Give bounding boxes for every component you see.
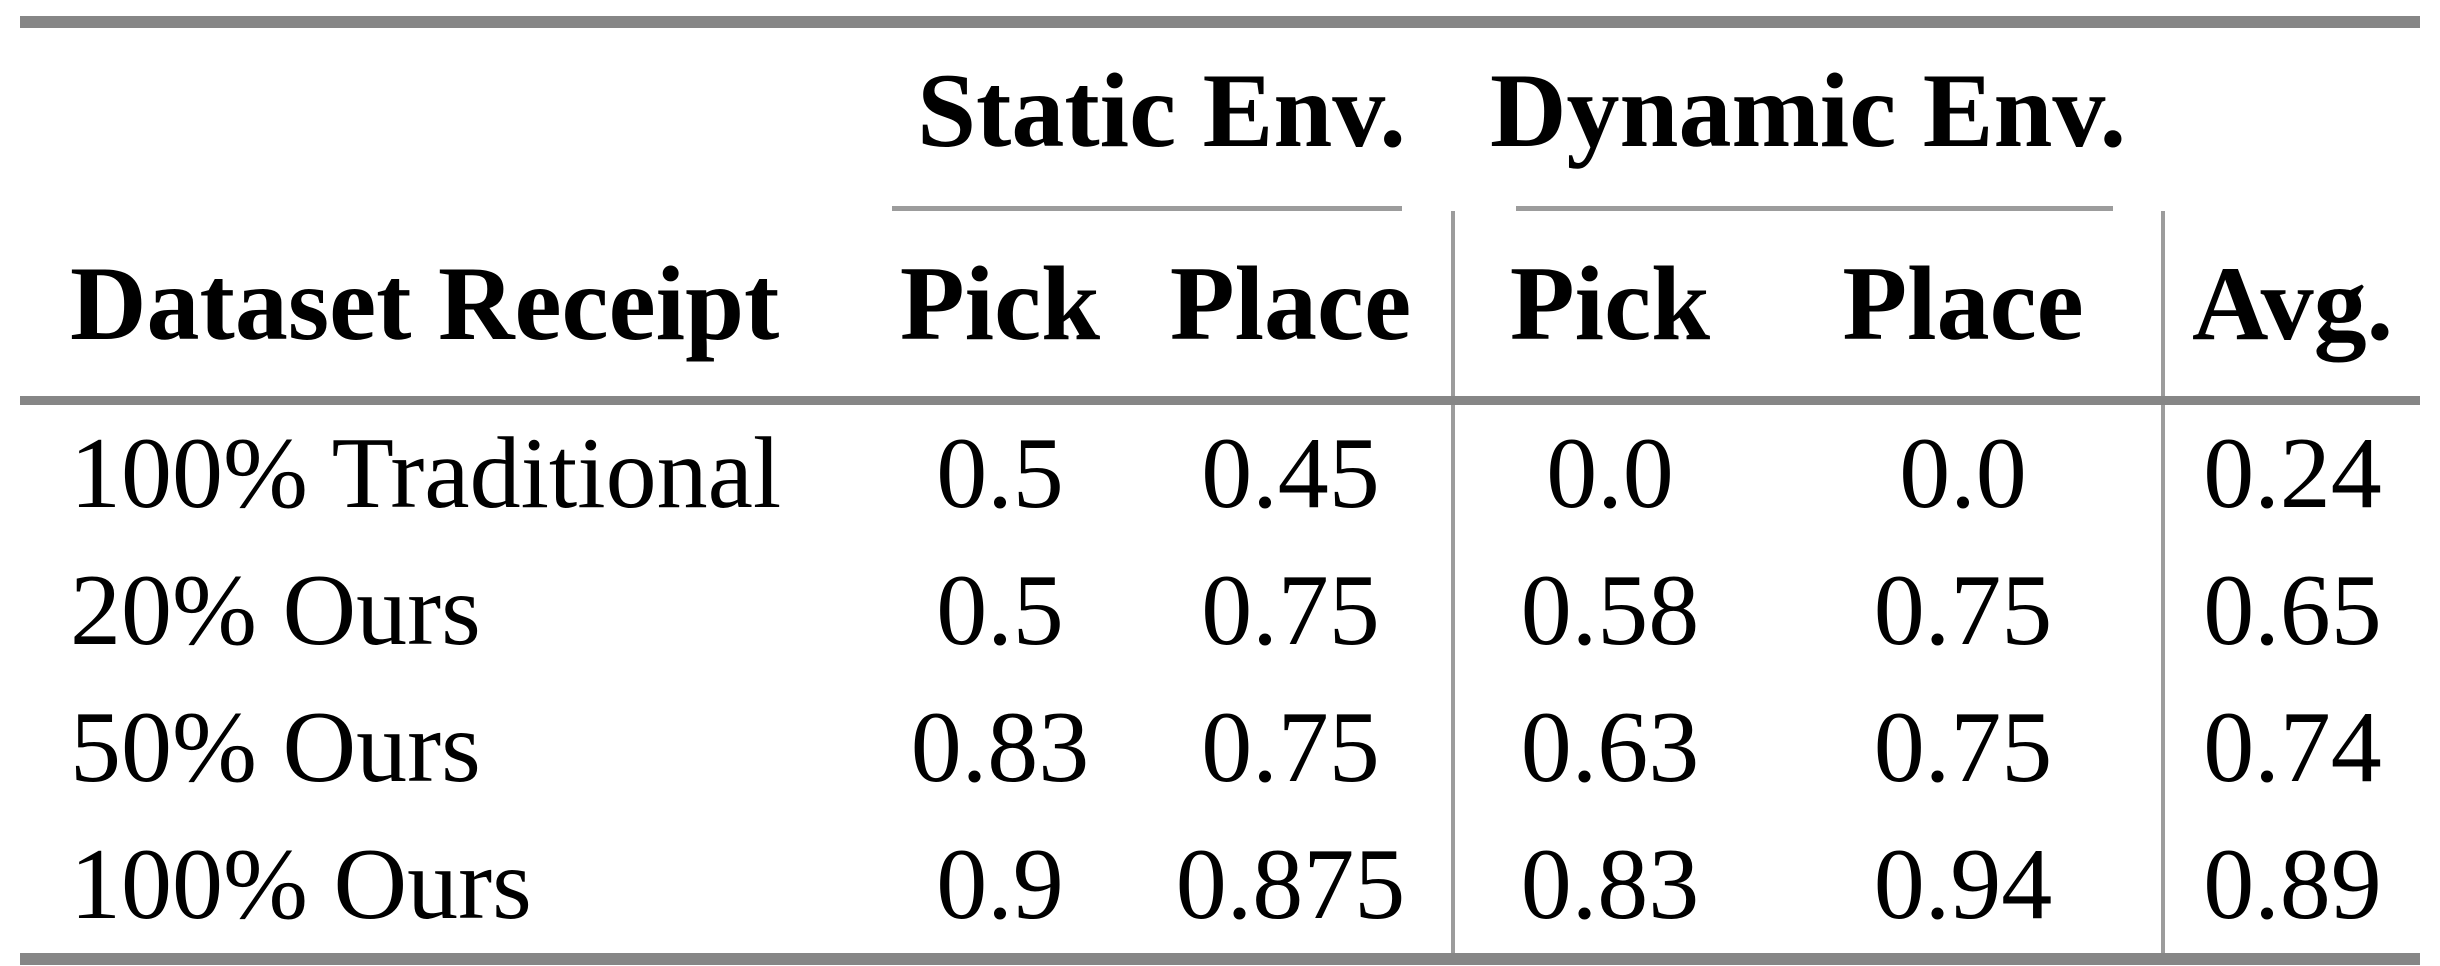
cell-static-place: 0.45 bbox=[1201, 416, 1380, 530]
cell-avg: 0.65 bbox=[2161, 542, 2421, 679]
table-row-100pct-ours: 100% Ours 0.9 0.875 0.83 0.94 0.89 bbox=[20, 816, 2421, 965]
cell-avg: 0.24 bbox=[2161, 400, 2421, 542]
cell-dynamic-place: 0.75 bbox=[1873, 690, 2053, 804]
table-row-20pct-ours: 20% Ours 0.5 0.75 0.58 0.75 0.65 bbox=[20, 542, 2421, 679]
cell-dynamic-pick: 0.0 bbox=[1451, 400, 1766, 542]
column-header-dataset-receipt: Dataset Receipt bbox=[20, 211, 870, 405]
group-header-spacer-avg bbox=[2163, 22, 2420, 211]
cmidrule-dynamic-env bbox=[1516, 206, 2114, 211]
results-table: Static Env. Dynamic Env. Dataset Receipt… bbox=[20, 16, 2421, 965]
column-header-dynamic-place: Place bbox=[1765, 211, 2164, 405]
cell-dynamic-place: 0.75 bbox=[1873, 553, 2053, 667]
row-label: 100% Ours bbox=[20, 816, 870, 965]
table-row-100pct-traditional: 100% Traditional 0.5 0.45 0.0 0.0 0.24 bbox=[20, 400, 2421, 542]
group-label-static-env: Static Env. bbox=[917, 52, 1406, 169]
column-header-static-place: Place bbox=[1130, 211, 1454, 405]
row-label: 100% Traditional bbox=[70, 416, 782, 530]
group-header-row: Static Env. Dynamic Env. bbox=[20, 22, 2420, 211]
row-label: 20% Ours bbox=[70, 553, 481, 667]
cell-dynamic-place: 0.0 bbox=[1899, 416, 2027, 530]
cell-dynamic-pick: 0.83 bbox=[1451, 816, 1766, 965]
column-header-dynamic-pick: Pick bbox=[1451, 211, 1766, 405]
cell-static-place: 0.75 bbox=[1201, 553, 1380, 667]
cell-dynamic-pick: 0.58 bbox=[1451, 542, 1766, 679]
row-label: 50% Ours bbox=[70, 690, 481, 804]
cell-static-pick: 0.83 bbox=[910, 690, 1090, 804]
cell-avg: 0.74 bbox=[2161, 679, 2421, 816]
group-header-spacer bbox=[20, 22, 870, 211]
column-header-row: Dataset Receipt Pick Place Pick Place Av… bbox=[20, 211, 2421, 405]
cell-avg: 0.89 bbox=[2161, 816, 2421, 965]
group-header-static-env: Static Env. bbox=[870, 22, 1453, 211]
cell-static-pick: 0.9 bbox=[870, 816, 1130, 965]
group-header-dynamic-env: Dynamic Env. bbox=[1453, 22, 2163, 211]
cell-static-place: 0.75 bbox=[1201, 690, 1380, 804]
cell-static-pick: 0.5 bbox=[936, 416, 1064, 530]
cell-dynamic-place: 0.94 bbox=[1765, 816, 2164, 965]
cell-static-place: 0.875 bbox=[1130, 816, 1454, 965]
cell-static-pick: 0.5 bbox=[936, 553, 1064, 667]
cell-dynamic-pick: 0.63 bbox=[1451, 679, 1766, 816]
group-label-dynamic-env: Dynamic Env. bbox=[1489, 52, 2127, 169]
column-header-static-pick: Pick bbox=[870, 211, 1130, 405]
table-row-50pct-ours: 50% Ours 0.83 0.75 0.63 0.75 0.74 bbox=[20, 679, 2421, 816]
cmidrule-static-env bbox=[892, 206, 1403, 211]
column-header-avg: Avg. bbox=[2161, 211, 2421, 405]
